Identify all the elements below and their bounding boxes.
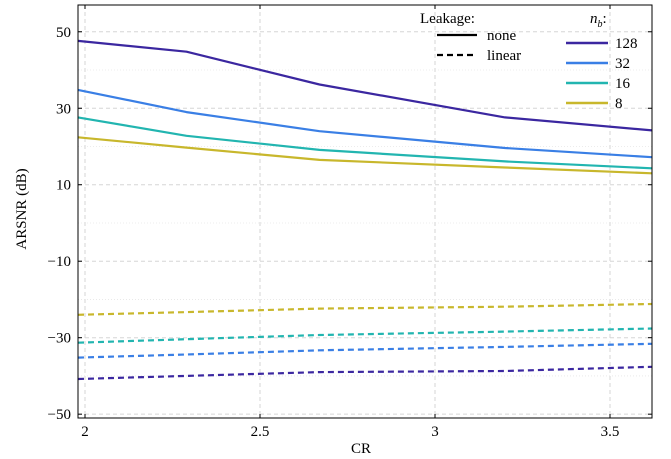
series-line-8-linear xyxy=(77,302,653,316)
grid-layer xyxy=(78,5,652,418)
series-line-128-none xyxy=(77,39,653,132)
series-line-32-linear xyxy=(77,342,653,359)
y-tick-label: −10 xyxy=(48,254,71,270)
x-tick-label: 2.5 xyxy=(251,424,270,440)
legend-leakage-label-none: none xyxy=(487,28,517,44)
x-axis-label: CR xyxy=(351,441,371,457)
plot-frame xyxy=(77,4,653,419)
x-tick-label: 2 xyxy=(81,424,89,440)
y-tick-label: −30 xyxy=(48,331,71,347)
y-tick-label: 30 xyxy=(56,101,71,117)
legend-nb-title-sub: b xyxy=(598,19,603,30)
series-line-16-linear xyxy=(77,327,653,344)
legend: Leakage: nb: none linear 128 32 16 8 xyxy=(420,11,638,112)
x-tick-label: 3.5 xyxy=(601,424,620,440)
series-line-16-none xyxy=(77,116,653,170)
ticks-layer: 2 2.5 3 3.5 −50 −30 −10 10 30 50 xyxy=(48,5,652,440)
series-line-32-none xyxy=(77,88,653,159)
legend-nb-label-8: 8 xyxy=(615,96,623,112)
y-tick-label: −50 xyxy=(48,407,71,423)
legend-leakage-label-linear: linear xyxy=(487,48,521,64)
legend-nb-label-32: 32 xyxy=(615,56,630,72)
series-layer xyxy=(77,39,653,381)
y-tick-label: 10 xyxy=(56,178,71,194)
legend-nb-title-main: n xyxy=(590,11,598,27)
y-tick-label: 50 xyxy=(56,25,71,41)
legend-nb-label-128: 128 xyxy=(615,36,638,52)
y-axis-label: ARSNR (dB) xyxy=(14,168,30,249)
series-line-8-none xyxy=(77,136,653,175)
legend-nb-title-suffix: : xyxy=(603,11,607,27)
x-tick-label: 3 xyxy=(431,424,439,440)
legend-nb-title: nb: xyxy=(590,11,607,30)
legend-leakage-title: Leakage: xyxy=(420,11,475,27)
legend-nb-label-16: 16 xyxy=(615,76,631,92)
series-line-128-linear xyxy=(77,365,653,381)
